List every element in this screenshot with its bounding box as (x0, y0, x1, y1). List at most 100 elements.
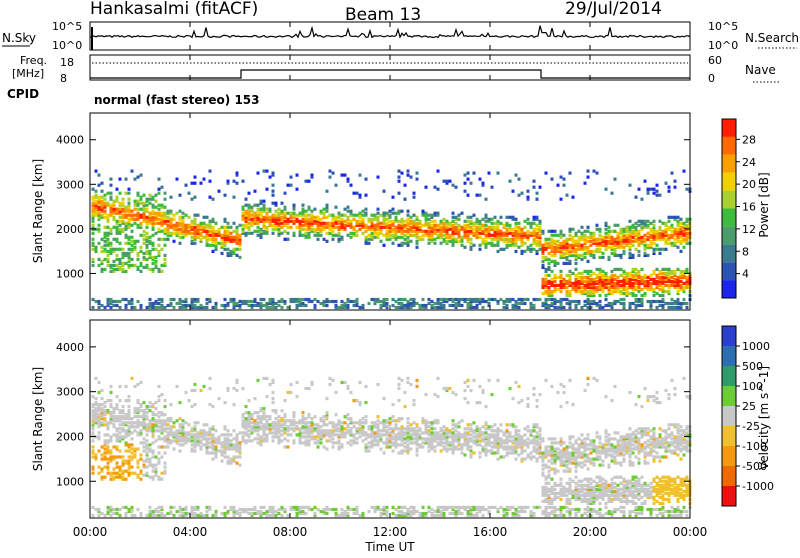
power-cell-1486 (401, 242, 404, 245)
velocity-cell-218 (122, 470, 125, 473)
freq-panel: Freq. [MHz] 18 8 60 0 Nave (12, 54, 780, 85)
velocity-cell-586 (182, 423, 185, 426)
velocity-cell-935 (263, 411, 266, 414)
power-cell-512 (164, 206, 167, 209)
power-cell-1334 (365, 230, 368, 233)
power-cell-2134 (545, 298, 548, 301)
velocity-cell-241 (125, 449, 128, 452)
power-cell-2591 (608, 256, 611, 259)
velocity-cell-282 (131, 514, 134, 517)
velocity-cell-1479 (398, 383, 401, 386)
power-cell-2271 (563, 252, 566, 255)
power-cell-1507 (404, 220, 407, 223)
power-cell-195 (119, 266, 122, 269)
power-cell-992 (275, 214, 278, 217)
velocity-cell-303 (134, 453, 137, 456)
velocity-cell-279 (128, 405, 131, 408)
power-cell-2470 (590, 250, 593, 253)
velocity-cell-567 (179, 435, 182, 438)
velocity-cell-1643 (434, 419, 437, 422)
velocity-cell-1342 (368, 510, 371, 513)
power-cell-1125 (308, 218, 311, 221)
power-cell-110 (107, 254, 110, 257)
power-cell-1008 (278, 212, 281, 215)
power-cell-671 (203, 178, 206, 181)
power-cell-1533 (410, 298, 413, 301)
power-cell-1495 (401, 218, 404, 221)
power-cell-2442 (587, 270, 590, 273)
power-cell-2107 (539, 226, 542, 229)
velocity-cell-1023 (284, 445, 287, 448)
power-cell-542 (173, 240, 176, 243)
power-cell-2414 (584, 280, 587, 283)
power-cell-1205 (329, 214, 332, 217)
velocity-cell-1087 (299, 419, 302, 422)
cpid-label: CPID (7, 87, 39, 101)
power-cell-1234 (338, 232, 341, 235)
velocity-cell-1210 (332, 441, 335, 444)
power-cell-937 (263, 170, 266, 173)
power-cell-792 (233, 236, 236, 239)
power-cell-1441 (392, 242, 395, 245)
power-cell-2767 (632, 254, 635, 257)
power-cell-81 (101, 196, 104, 199)
power-cell-1972 (509, 216, 512, 219)
power-cell-502 (164, 244, 167, 247)
power-cell-501 (164, 254, 167, 257)
power-cell-983 (275, 306, 278, 309)
velocity-cell-1582 (422, 512, 425, 515)
velocity-cell-1569 (416, 423, 419, 426)
velocity-cell-1349 (368, 425, 371, 428)
power-cell-961 (269, 216, 272, 219)
power-cell-1701 (449, 304, 452, 307)
velocity-cell-543 (173, 439, 176, 442)
velocity-cell-74 (101, 421, 104, 424)
power-cell-1913 (497, 300, 500, 303)
velocity-cell-1322 (362, 439, 365, 442)
power-cell-1618 (431, 304, 434, 307)
power-cell-2604 (611, 290, 614, 293)
power-cell-2908 (653, 288, 656, 291)
velocity-cell-1197 (326, 411, 329, 414)
velocity-cell-1654 (437, 431, 440, 434)
power-cell-531 (170, 232, 173, 235)
power-cell-1232 (338, 238, 341, 241)
velocity-cell-1125 (308, 425, 311, 428)
power-cell-441 (155, 300, 158, 303)
power-cell-24 (92, 196, 95, 199)
power-cell-369 (143, 202, 146, 205)
power-cell-1105 (305, 232, 308, 235)
velocity-cell-235 (125, 512, 128, 515)
velocity-cell-1284 (350, 427, 353, 430)
velocity-cell-950 (266, 415, 269, 418)
velocity-cell-1252 (341, 425, 344, 428)
power-cell-2881 (647, 220, 650, 223)
power-cell-1810 (470, 216, 473, 219)
power-cell-1775 (464, 220, 467, 223)
power-cell-1724 (452, 220, 455, 223)
power-cell-1602 (425, 212, 428, 215)
velocity-cell-506 (164, 435, 167, 438)
velocity-cell-4 (92, 466, 95, 469)
velocity-cell-1102 (305, 506, 308, 509)
velocity-cell-339 (140, 458, 143, 461)
power-cell-2948 (656, 184, 659, 187)
velocity-cell-1338 (365, 419, 368, 422)
power-cell-2415 (584, 276, 587, 279)
velocity-cell-1378 (377, 439, 380, 442)
velocity-cell-326 (137, 419, 140, 422)
velocity-cell-1183 (323, 419, 326, 422)
velocity-cell-447 (155, 455, 158, 458)
power-cell-1500 (404, 298, 407, 301)
power-cell-752 (224, 230, 227, 233)
velocity-cell-528 (170, 510, 173, 513)
power-cell-2769 (632, 240, 635, 243)
power-cell-267 (128, 236, 131, 239)
power-cell-1887 (488, 226, 491, 229)
power-cell-2205 (554, 284, 557, 287)
power-cell-2218 (554, 240, 557, 243)
power-cell-2475 (590, 232, 593, 235)
power-cell-1509 (404, 184, 407, 187)
power-cell-2287 (566, 280, 569, 283)
power-cell-1141 (311, 174, 314, 177)
